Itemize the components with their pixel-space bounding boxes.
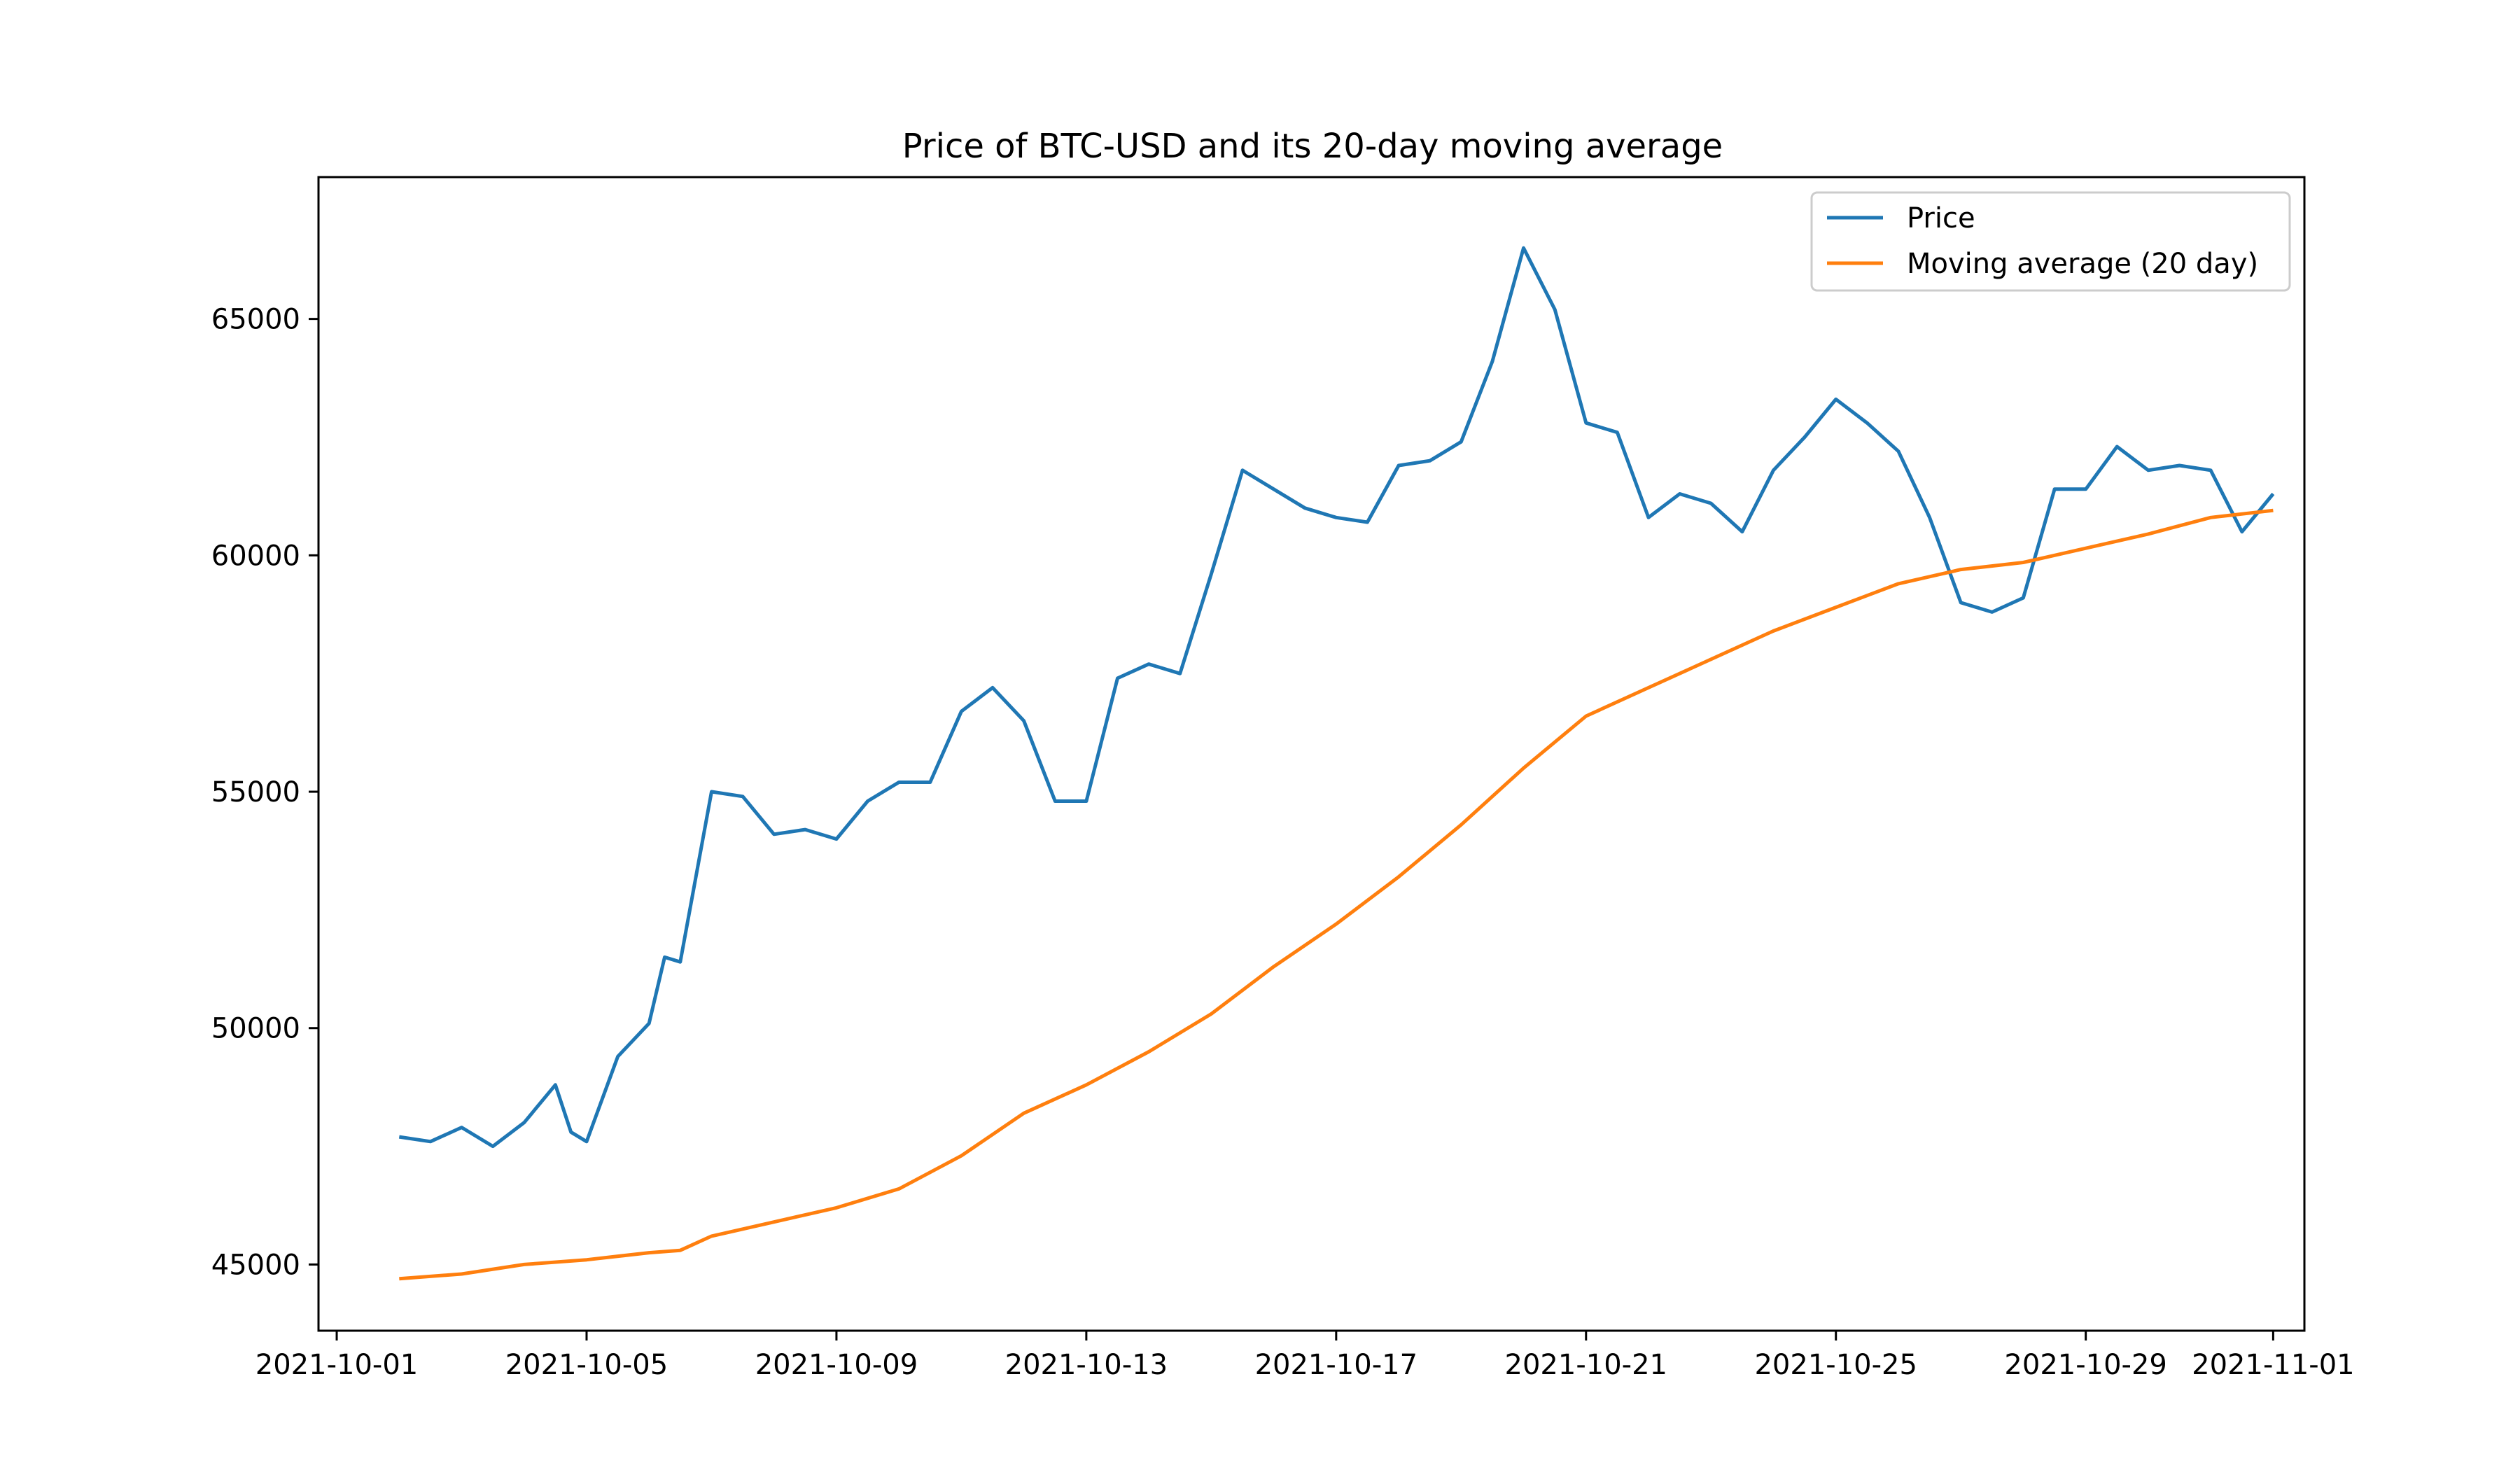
axis-ticks: 2021-10-01 2021-10-05 2021-10-09 2021-10-13… <box>211 304 2355 1381</box>
plot-frame <box>317 176 2306 1332</box>
x-tick-label: 2021-10-09 <box>755 1349 918 1381</box>
x-tick-label: 2021-11-01 <box>2192 1349 2354 1381</box>
x-tick-label: 2021-10-21 <box>1505 1349 1667 1381</box>
legend-ma-label: Moving average (20 day) <box>1907 248 2258 280</box>
legend-box <box>1810 191 2291 292</box>
x-tick-label: 2021-10-05 <box>505 1349 668 1381</box>
x-tick-label: 2021-10-29 <box>2004 1349 2166 1381</box>
chart-title: Price of BTC-USD and its 20-day moving a… <box>902 127 1723 166</box>
legend-price-label: Price <box>1907 202 1975 234</box>
x-tick-label: 2021-10-17 <box>1255 1349 1418 1381</box>
y-tick-label: 55000 <box>211 776 300 808</box>
y-tick-label: 65000 <box>211 304 300 336</box>
y-tick-label: 45000 <box>211 1249 300 1281</box>
price-series-line <box>398 246 2275 1149</box>
y-tick-label: 60000 <box>211 540 300 572</box>
legend: Price Moving average (20 day) <box>1810 191 2291 292</box>
x-tick-label: 2021-10-25 <box>1754 1349 1917 1381</box>
moving-average-series-line <box>399 508 2274 1281</box>
x-tick-label: 2021-10-01 <box>255 1349 418 1381</box>
plot-area <box>398 246 2275 1281</box>
x-tick-label: 2021-10-13 <box>1005 1349 1168 1381</box>
y-tick-label: 50000 <box>211 1013 300 1045</box>
